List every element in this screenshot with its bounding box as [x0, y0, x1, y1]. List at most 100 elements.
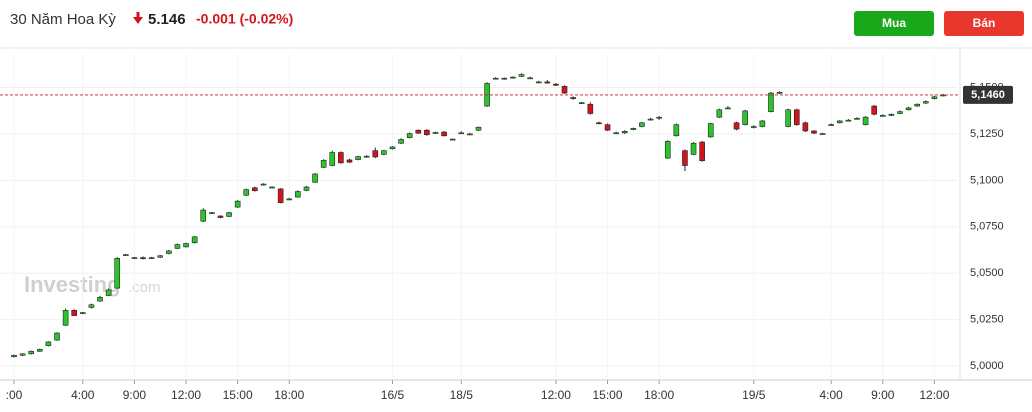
- candle-body: [45, 341, 52, 346]
- candle-body: [312, 173, 318, 183]
- candle-body: [424, 129, 430, 135]
- y-tick-label: 5,1000: [970, 174, 1004, 186]
- candle-body: [862, 116, 869, 125]
- candle-body: [802, 122, 809, 132]
- candle-body: [639, 122, 645, 127]
- candle-body: [243, 189, 250, 196]
- candle-body: [854, 118, 860, 120]
- candle-body: [604, 124, 611, 131]
- candle-body: [355, 156, 361, 160]
- x-tick-label: 12:00: [919, 388, 949, 402]
- watermark: Investing: [24, 272, 121, 297]
- sell-label[interactable]: Bán: [973, 16, 996, 30]
- candle-body: [664, 141, 671, 159]
- candle-body: [71, 310, 78, 316]
- candle-body: [97, 297, 103, 302]
- y-tick-label: 5,0500: [970, 267, 1004, 279]
- candle-body: [166, 250, 172, 254]
- candle-body: [793, 109, 800, 125]
- x-tick-label: 15:00: [223, 388, 253, 402]
- x-tick-label: :00: [6, 388, 23, 402]
- x-tick-label: 4:00: [71, 388, 95, 402]
- candle-body: [587, 103, 594, 114]
- buy-label[interactable]: Mua: [882, 16, 906, 30]
- candle-body: [286, 198, 293, 201]
- candle-body: [209, 212, 215, 214]
- y-tick-label: 5,0250: [970, 314, 1004, 326]
- candle-body: [441, 131, 447, 137]
- candle-body: [449, 138, 456, 141]
- candle-body: [269, 186, 275, 189]
- candle-body: [157, 255, 164, 258]
- candle-body: [613, 132, 619, 135]
- candle-body: [561, 86, 568, 94]
- candle-body: [363, 155, 370, 158]
- candle-body: [260, 183, 267, 186]
- candle-body: [699, 141, 705, 161]
- candle-body: [88, 304, 95, 308]
- candle-body: [570, 97, 576, 99]
- x-tick-label: 12:00: [541, 388, 571, 402]
- candle-body: [381, 150, 387, 155]
- candle-body: [819, 133, 826, 135]
- candle-body: [621, 131, 628, 134]
- candle-body: [140, 257, 146, 260]
- candle-body: [811, 130, 817, 134]
- candle-body: [467, 133, 473, 136]
- candle-body: [510, 76, 516, 79]
- candle-body: [828, 124, 834, 126]
- candle-body: [372, 150, 379, 158]
- candle-body: [329, 152, 336, 166]
- candle-body: [389, 146, 396, 150]
- candle-body: [518, 74, 525, 77]
- x-tick-label: 4:00: [819, 388, 843, 402]
- buy-button[interactable]: Mua: [854, 11, 934, 36]
- candle-body: [776, 92, 783, 94]
- candle-body: [252, 187, 258, 192]
- x-tick-label: 16/5: [381, 388, 405, 402]
- x-tick-label: 15:00: [593, 388, 623, 402]
- price-change: -0.001 (-0.02%): [196, 11, 293, 27]
- candle-body: [914, 103, 920, 107]
- x-tick-label: 18:00: [274, 388, 304, 402]
- last-price-box: [963, 85, 1013, 104]
- candle-body: [596, 122, 602, 125]
- candle-body: [114, 258, 121, 289]
- candle-body: [303, 186, 310, 191]
- candle-body: [123, 254, 129, 256]
- candle-body: [845, 119, 852, 122]
- candle-body: [673, 124, 680, 137]
- candle-body: [544, 81, 551, 84]
- candle-body: [578, 102, 585, 105]
- candle-body: [432, 132, 439, 134]
- candle-body: [398, 139, 404, 144]
- candle-body: [19, 353, 26, 356]
- down-arrow: [133, 12, 143, 24]
- candle-body: [527, 77, 533, 80]
- candle-body: [191, 236, 198, 244]
- candle-body: [458, 132, 465, 135]
- candle-body: [630, 128, 637, 130]
- candle-body: [656, 116, 662, 119]
- candle-body: [888, 113, 895, 116]
- candle-body: [37, 349, 43, 352]
- x-tick-label: 9:00: [871, 388, 895, 402]
- candle-body: [553, 83, 559, 86]
- candle-body: [690, 142, 697, 155]
- candle-body: [501, 77, 508, 80]
- candle-body: [217, 215, 224, 218]
- candle-body: [131, 257, 138, 259]
- candle-body: [62, 310, 69, 326]
- candle-body: [759, 120, 766, 127]
- candle-body: [200, 209, 207, 222]
- candle-body: [922, 101, 929, 104]
- candle-body: [879, 115, 886, 117]
- candle-body: [871, 105, 877, 115]
- candle-body: [415, 129, 422, 134]
- candle-body: [346, 159, 353, 163]
- candle-body: [28, 350, 35, 355]
- sell-button[interactable]: Bán: [944, 11, 1024, 36]
- price: 5.146: [148, 11, 186, 28]
- candle-body: [931, 96, 938, 99]
